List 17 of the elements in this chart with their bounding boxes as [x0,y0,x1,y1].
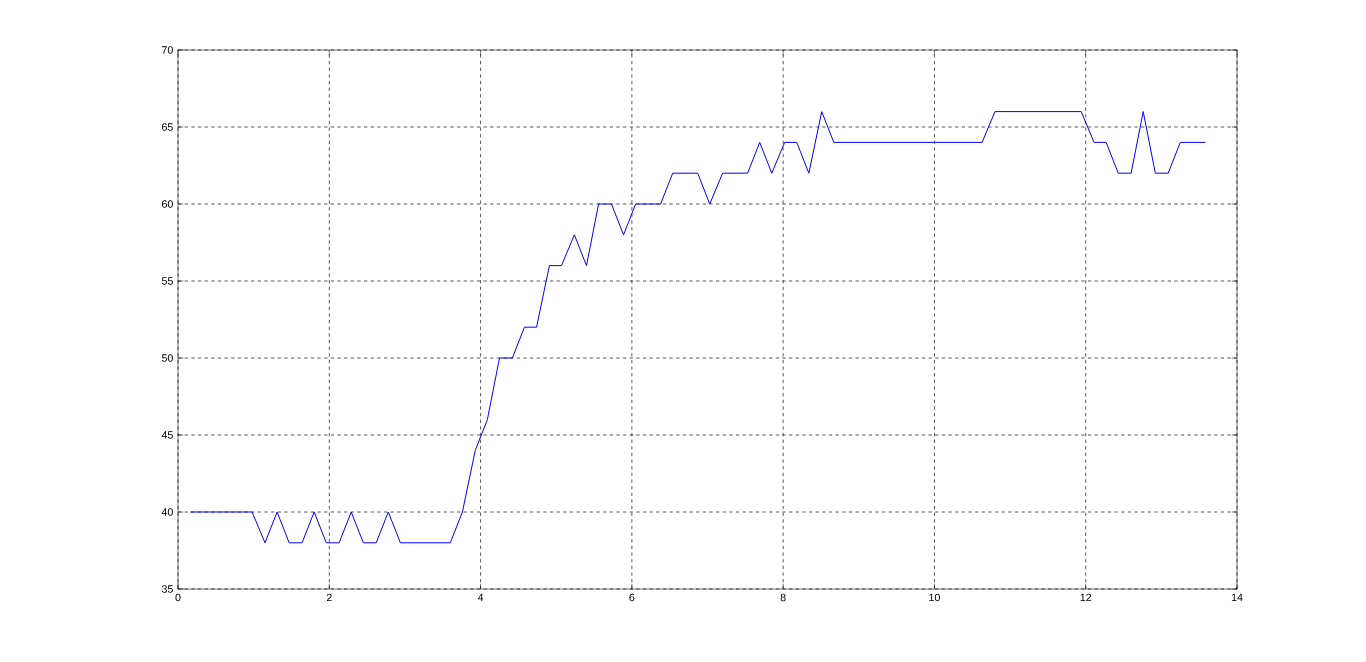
x-tick-label: 14 [1231,593,1243,601]
x-tick-label: 2 [326,593,332,602]
y-tick-label: 35 [161,585,173,593]
y-tick-label: 65 [162,123,173,131]
y-tick-label: 50 [161,354,173,362]
x-tick-label: 6 [629,593,635,602]
y-tick-label: 60 [162,200,173,208]
x-tick-label: 10 [929,593,940,602]
y-tick-label: 40 [161,508,173,516]
y-tick-label: 70 [162,46,173,54]
y-tick-label: 55 [161,277,173,285]
x-tick-label: 4 [477,593,484,601]
x-tick-label: 0 [175,593,181,602]
y-tick-label: 45 [161,431,173,439]
x-tick-label: 12 [1080,593,1092,602]
x-tick-label: 8 [780,593,786,602]
line-series [189,111,1206,544]
